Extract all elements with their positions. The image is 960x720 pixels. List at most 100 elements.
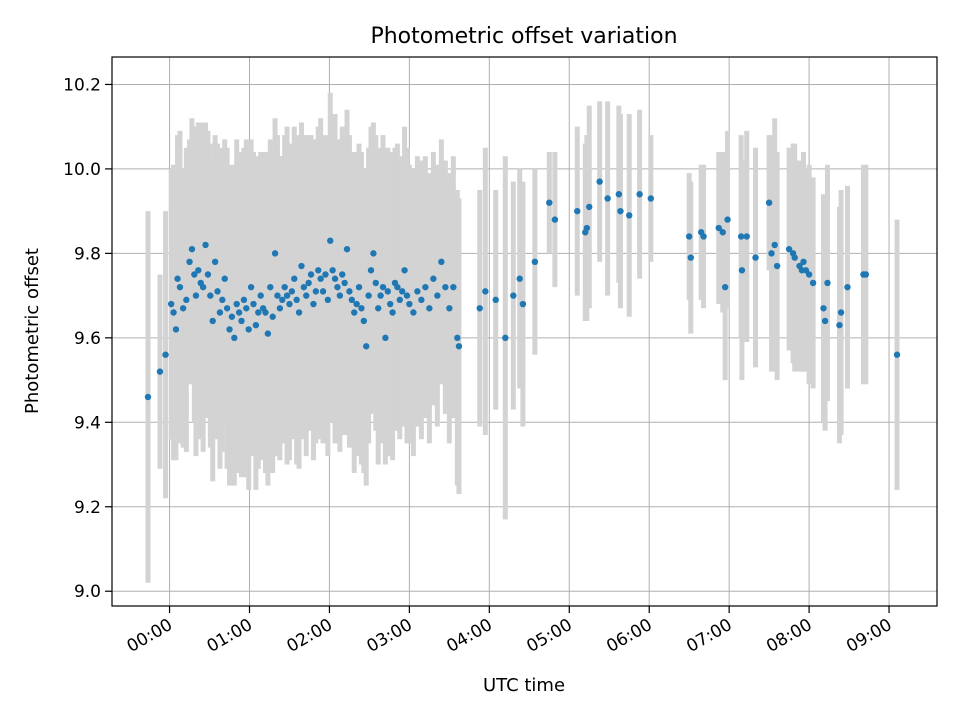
data-point <box>862 271 870 278</box>
data-point <box>604 195 611 202</box>
data-point <box>791 254 798 261</box>
data-point <box>257 292 264 299</box>
data-point <box>363 343 370 350</box>
data-point <box>365 292 372 299</box>
data-point <box>276 305 284 312</box>
data-point <box>167 300 175 308</box>
data-point <box>516 275 523 282</box>
data-point <box>482 288 489 295</box>
data-point <box>231 334 238 342</box>
data-point <box>172 326 180 333</box>
data-point <box>305 279 312 287</box>
data-point <box>574 207 581 215</box>
data-point <box>615 191 623 198</box>
data-point <box>384 288 391 295</box>
data-point <box>281 283 288 291</box>
data-point <box>252 321 260 329</box>
data-point <box>370 250 377 257</box>
data-point <box>715 224 722 232</box>
data-point <box>446 305 453 312</box>
data-point <box>274 292 281 299</box>
data-point <box>721 283 729 291</box>
data-point <box>358 305 365 312</box>
y-tick-label: 9.4 <box>74 413 101 433</box>
data-point <box>317 275 324 282</box>
data-point <box>551 216 559 223</box>
data-point <box>821 317 829 325</box>
y-tick-label: 10.0 <box>63 160 101 180</box>
data-point <box>192 292 200 299</box>
data-point <box>502 334 509 342</box>
x-axis-label: UTC time <box>483 675 565 696</box>
data-point <box>454 334 461 342</box>
data-point <box>375 305 382 312</box>
data-point <box>339 271 346 278</box>
data-point <box>406 300 413 308</box>
data-point <box>334 283 341 291</box>
data-point <box>283 292 291 299</box>
data-point <box>377 292 384 299</box>
data-point <box>255 309 262 316</box>
data-point <box>398 288 406 295</box>
data-point <box>476 305 483 312</box>
data-point <box>596 178 603 185</box>
data-point <box>418 296 425 304</box>
data-point <box>805 271 813 278</box>
data-point <box>837 309 845 316</box>
data-point <box>303 292 310 299</box>
data-point <box>685 233 693 240</box>
data-point <box>586 203 593 211</box>
data-point <box>174 275 181 282</box>
data-point <box>353 300 360 308</box>
data-point <box>617 207 624 215</box>
y-axis-ticks: 9.0 9.2 9.4 9.6 9.8 10.0 10.2 <box>63 75 112 602</box>
data-point <box>300 283 308 291</box>
data-point <box>401 267 408 274</box>
data-point <box>199 283 207 291</box>
data-point <box>382 334 389 342</box>
y-tick-label: 9.2 <box>74 498 101 518</box>
y-axis-label: Photometric offset <box>22 248 43 414</box>
data-point <box>202 241 209 249</box>
data-point <box>531 258 539 266</box>
data-point <box>386 300 394 308</box>
data-point <box>329 267 336 274</box>
data-point <box>719 229 726 236</box>
data-point <box>315 267 322 274</box>
data-point <box>250 300 257 308</box>
data-point <box>295 309 303 316</box>
data-point <box>216 309 224 316</box>
data-point <box>336 292 344 299</box>
data-point <box>434 292 441 299</box>
data-point <box>307 271 315 278</box>
data-point <box>176 283 184 291</box>
data-point <box>291 275 298 282</box>
data-point <box>546 199 553 206</box>
y-tick-label: 9.0 <box>74 582 101 602</box>
data-point <box>893 351 901 358</box>
data-point <box>240 296 248 304</box>
data-points <box>144 178 901 401</box>
data-point <box>162 351 169 358</box>
data-point <box>636 191 643 198</box>
data-point <box>785 245 793 253</box>
data-point <box>319 288 327 295</box>
data-point <box>768 250 775 257</box>
data-point <box>170 309 177 316</box>
data-point <box>267 283 274 291</box>
data-point <box>396 296 403 304</box>
data-point <box>223 305 231 312</box>
data-point <box>238 317 245 325</box>
data-point <box>286 300 293 308</box>
data-point <box>773 262 781 270</box>
data-point <box>271 250 279 257</box>
data-point <box>820 305 827 312</box>
data-point <box>809 279 817 287</box>
data-point <box>738 267 746 274</box>
data-point <box>186 258 193 266</box>
data-point <box>492 296 499 304</box>
data-point <box>346 288 353 295</box>
data-point <box>743 233 750 240</box>
data-point <box>233 300 240 308</box>
